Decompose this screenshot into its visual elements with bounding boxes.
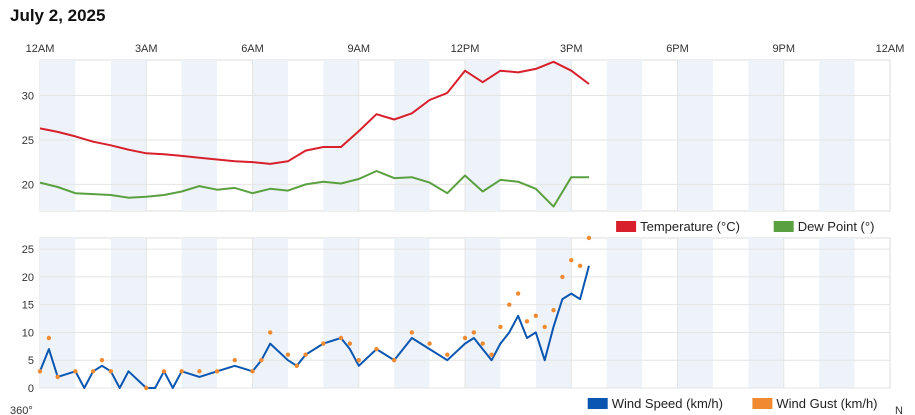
- wind-gust-point: [285, 352, 291, 357]
- hour-band: [535, 60, 572, 211]
- wind-gust-point: [321, 341, 326, 346]
- y-tick-label: 25: [22, 135, 34, 147]
- chart-panel-1: 20 25 30 Dew Point (°) Temperature (°C): [22, 59, 891, 234]
- legend-label: Wind Speed (km/h): [612, 396, 723, 411]
- hour-band: [394, 238, 430, 388]
- wind-gust-point: [533, 313, 539, 318]
- y-tick-label: 5: [28, 355, 34, 367]
- hour-band: [110, 60, 147, 211]
- wind-gust-point: [524, 319, 530, 324]
- wind-gust-point: [586, 235, 592, 241]
- wind-gust-point: [144, 385, 149, 391]
- wind-gust-point: [391, 358, 397, 363]
- legend-swatch: [616, 221, 637, 232]
- wind-gust-point: [471, 330, 477, 335]
- hour-band: [819, 238, 855, 388]
- y-tick-label: 20: [22, 272, 34, 284]
- hour-band: [465, 60, 501, 211]
- hour-band: [323, 238, 359, 388]
- legend-swatch: [752, 398, 773, 409]
- wind-gust-point: [161, 369, 167, 374]
- wind-gust-point: [409, 330, 415, 335]
- x-tick-label: 9PM: [772, 43, 795, 55]
- hour-band: [40, 238, 76, 388]
- hour-band: [181, 238, 218, 388]
- chart-panel-2: 0 5 10 15 20 25 Wind Gust (km/h) Wind Speed (km…: [22, 235, 891, 411]
- x-tick-label: 3PM: [560, 43, 583, 55]
- wind-gust-point: [347, 341, 353, 346]
- y-tick-label: 30: [22, 91, 34, 103]
- legend-label: Temperature (°C): [640, 219, 740, 234]
- hour-band: [677, 60, 713, 211]
- x-tick-label: 12PM: [451, 43, 480, 55]
- hour-band: [606, 60, 643, 211]
- wind-gust-point: [374, 346, 379, 352]
- series-line-dew-point: [39, 170, 589, 208]
- legend-swatch: [773, 221, 794, 232]
- wind-gust-point: [480, 341, 485, 346]
- wind-gust-point: [232, 358, 237, 363]
- wind-direction-label-right: N: [895, 405, 903, 415]
- x-tick-label: 12AM: [876, 43, 905, 55]
- wind-gust-point: [427, 341, 432, 346]
- hour-band: [252, 60, 288, 211]
- legend-label: Wind Gust (km/h): [776, 396, 877, 411]
- wind-gust-point: [46, 335, 52, 341]
- wind-direction-label-left: 360°: [10, 405, 33, 415]
- y-tick-label: 0: [28, 383, 34, 395]
- hour-band: [748, 238, 784, 388]
- wind-gust-point: [268, 330, 273, 335]
- wind-gust-point: [489, 352, 494, 357]
- x-tick-label: 6PM: [666, 43, 689, 55]
- x-tick-label: 6AM: [241, 43, 264, 55]
- wind-gust-point: [214, 369, 220, 374]
- wind-gust-point: [551, 308, 556, 313]
- wind-gust-point: [197, 369, 202, 374]
- wind-gust-point: [498, 324, 503, 330]
- wind-gust-point: [515, 291, 521, 296]
- hour-band: [819, 60, 855, 211]
- x-tick-label: 9AM: [347, 43, 370, 55]
- wind-gust-point: [250, 369, 255, 374]
- y-tick-label: 20: [22, 179, 34, 191]
- wind-gust-point: [73, 369, 78, 374]
- wind-gust-point: [179, 369, 184, 374]
- wind-gust-point: [259, 358, 264, 363]
- wind-gust-point: [108, 369, 114, 374]
- page-title: July 2, 2025: [10, 6, 106, 25]
- wind-gust-point: [37, 369, 43, 374]
- wind-gust-point: [569, 258, 574, 263]
- wind-gust-point: [356, 358, 361, 363]
- wind-gust-point: [577, 263, 583, 268]
- hour-band: [465, 238, 501, 388]
- x-tick-label: 12AM: [26, 43, 55, 55]
- hour-band: [535, 238, 572, 388]
- y-tick-label: 15: [22, 300, 34, 312]
- hour-band: [110, 238, 147, 388]
- y-tick-label: 25: [22, 244, 34, 256]
- hour-band: [394, 60, 430, 211]
- wind-gust-point: [462, 335, 468, 341]
- legend-label: Dew Point (°): [798, 219, 875, 234]
- wind-gust-point: [445, 352, 450, 357]
- hour-band: [606, 238, 643, 388]
- hour-band: [677, 238, 713, 388]
- wind-gust-point: [338, 335, 344, 341]
- wind-gust-point: [507, 302, 512, 307]
- wind-gust-point: [99, 358, 105, 363]
- legend-swatch: [587, 398, 608, 409]
- wind-gust-point: [542, 324, 547, 330]
- wind-gust-point: [90, 369, 96, 374]
- wind-gust-point: [55, 374, 60, 380]
- hour-band: [748, 60, 784, 211]
- wind-gust-point: [294, 363, 299, 368]
- series-line-temperature-c: [39, 60, 590, 165]
- wind-gust-point: [560, 274, 565, 280]
- x-tick-label: 3AM: [135, 43, 158, 55]
- wind-gust-point: [303, 352, 308, 357]
- series-line-wind-speed-km-h: [39, 265, 590, 389]
- y-tick-label: 10: [22, 327, 34, 339]
